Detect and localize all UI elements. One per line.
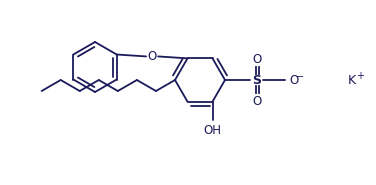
Text: O: O — [289, 73, 298, 87]
Text: OH: OH — [203, 124, 221, 137]
Text: −: − — [296, 72, 304, 82]
Text: O: O — [252, 95, 262, 107]
Text: S: S — [253, 73, 261, 87]
Text: +: + — [356, 71, 364, 81]
Text: O: O — [252, 53, 262, 65]
Text: O: O — [147, 50, 157, 63]
Text: K: K — [348, 73, 356, 87]
